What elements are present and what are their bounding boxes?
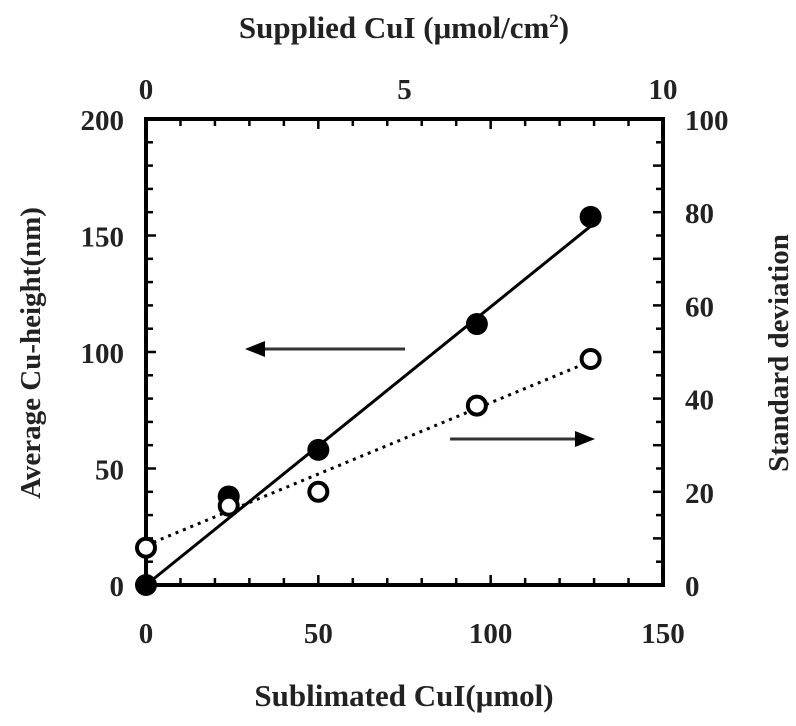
y2-tick-label: 60 xyxy=(685,291,714,323)
fit-line xyxy=(145,359,592,547)
y2-axis-label: Standard deviation xyxy=(763,234,795,472)
y-tick-label: 100 xyxy=(81,338,125,370)
y2-tick-label: 40 xyxy=(685,385,714,417)
x-tick-label: 150 xyxy=(641,618,685,650)
y-tick-label: 0 xyxy=(110,571,125,603)
y2-tick-label: 0 xyxy=(685,571,700,603)
x-tick-label: 0 xyxy=(139,618,154,650)
data-point-open xyxy=(465,394,488,417)
x2-tick-label: 10 xyxy=(649,74,678,106)
fit-line xyxy=(145,225,592,587)
data-point-filled xyxy=(579,205,602,228)
y2-tick-label: 100 xyxy=(685,105,729,137)
x2-tick-label: 0 xyxy=(139,74,154,106)
x-tick-label: 100 xyxy=(469,618,513,650)
data-point-filled xyxy=(135,574,157,596)
data-point-open xyxy=(135,536,157,559)
y2-tick-label: 80 xyxy=(685,198,714,230)
y-tick-label: 50 xyxy=(95,455,124,487)
y-tick-label: 200 xyxy=(81,105,125,137)
y2-tick-label: 20 xyxy=(685,478,714,510)
right-arrowhead-icon xyxy=(575,431,595,447)
data-point-filled xyxy=(465,313,488,336)
x-tick-label: 50 xyxy=(304,618,333,650)
data-point-open xyxy=(217,494,240,517)
data-point-open xyxy=(307,480,330,503)
top-axis-label: Supplied CuI (μmol/cm2) xyxy=(239,10,569,45)
x-axis-label: Sublimated CuI(μmol) xyxy=(254,678,553,713)
y-axis-label: Average Cu-height(nm) xyxy=(15,207,47,499)
y-tick-label: 150 xyxy=(81,222,125,254)
data-point-open xyxy=(579,347,602,370)
x2-tick-label: 5 xyxy=(397,74,412,106)
left-arrowhead-icon xyxy=(245,341,265,357)
data-point-filled xyxy=(307,438,330,461)
